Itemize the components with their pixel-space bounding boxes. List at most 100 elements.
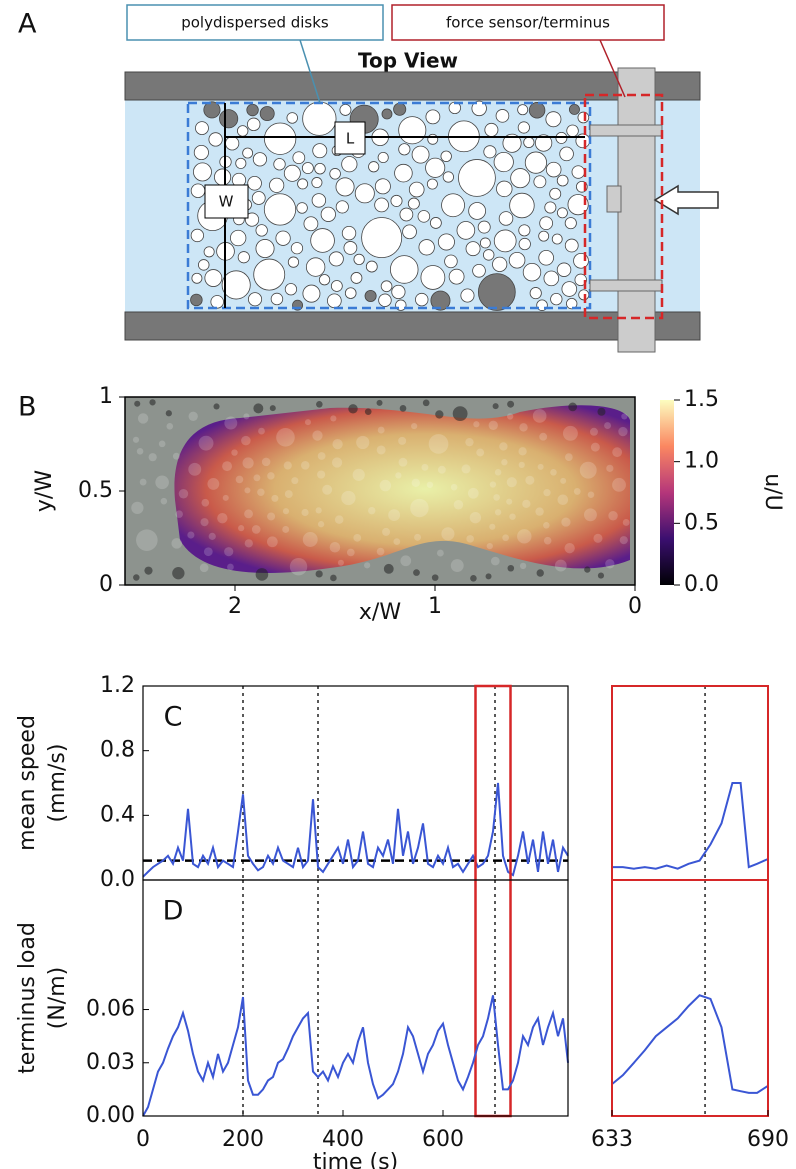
image-disk [188,462,202,476]
image-disk [337,559,344,566]
image-disk [317,452,326,460]
image-disk [564,542,575,554]
label-box [391,4,665,41]
disk [247,292,263,307]
disk [380,280,393,293]
image-disk [315,507,322,514]
y-axis-label: terminus load [15,922,40,1074]
image-disk [573,488,581,495]
image-disk [376,445,386,455]
panel-label: C [164,702,183,733]
image-disk [622,519,630,526]
disk [329,168,341,180]
image-disk [431,574,439,581]
image-disk [160,497,168,505]
disk [246,103,259,117]
connector [599,39,626,98]
disk [566,297,578,310]
y-axis-label: (mm/s) [45,744,70,823]
image-disk [301,508,309,517]
image-disk [334,515,344,524]
disk [543,270,560,287]
image-disk [364,562,371,569]
image-disk [377,426,385,434]
disk [508,251,526,269]
image-disk [149,399,156,406]
disk [296,202,308,214]
disk [335,200,349,214]
label: polydispersed disks [181,14,329,32]
image-disk [283,461,292,470]
y-tick-label: 0 [99,572,113,597]
image-disk [509,513,516,520]
disk [190,228,204,243]
image-disk [493,494,500,501]
image-disk [395,472,402,479]
image-disk [435,410,444,419]
y-tick-label: 1 [99,384,113,409]
image-disk [224,416,238,430]
disk [415,292,429,307]
image-disk [227,563,234,571]
y-axis-label: y/W [32,470,57,512]
view-label: Top View [358,49,458,73]
disk [550,292,563,306]
image-disk [317,521,325,528]
disk [545,111,562,128]
disk [290,242,304,255]
image-disk [136,448,144,455]
image-disk [144,566,153,575]
colorbar-tick-label: 0.0 [684,572,719,597]
disk [456,221,476,240]
disk [203,246,215,258]
image-disk [139,478,147,486]
disk [330,280,343,292]
disk [270,292,284,306]
image-disk [506,498,513,505]
image-disk [187,531,195,539]
colorbar-label: u/U [760,473,785,510]
disk [208,132,223,147]
disk [251,191,266,205]
image-disk [222,461,233,472]
image-disk [352,468,365,481]
image-disk [166,423,174,430]
disk [496,180,513,198]
disk [377,151,389,164]
disk [235,157,247,169]
image-disk [222,494,229,501]
disk [354,183,375,204]
disk [190,293,203,307]
disk [214,168,232,186]
image-disk [341,490,356,506]
wall [124,311,701,341]
image-disk [244,509,253,519]
disk [264,122,297,155]
image-disk [271,494,279,502]
disk [483,145,497,159]
image-disk [158,440,166,448]
image-disk [562,425,578,441]
disk [468,202,486,220]
image-disk [485,573,492,580]
disk [305,257,326,277]
image-disk [543,522,550,529]
disk [448,268,465,285]
disk [269,177,285,193]
disk [193,144,209,161]
image-disk [421,463,429,471]
arrow [653,184,719,216]
disk [287,256,300,268]
data-line [142,995,569,1117]
disk [538,249,554,266]
image-disk [450,483,458,491]
image-disk [461,464,471,474]
image-disk [198,435,214,451]
plot-frame [611,685,769,881]
disk [237,251,250,264]
image-disk [453,500,464,510]
disk [567,194,589,216]
bar [589,279,663,292]
image-disk [414,533,422,541]
disk [441,193,465,218]
